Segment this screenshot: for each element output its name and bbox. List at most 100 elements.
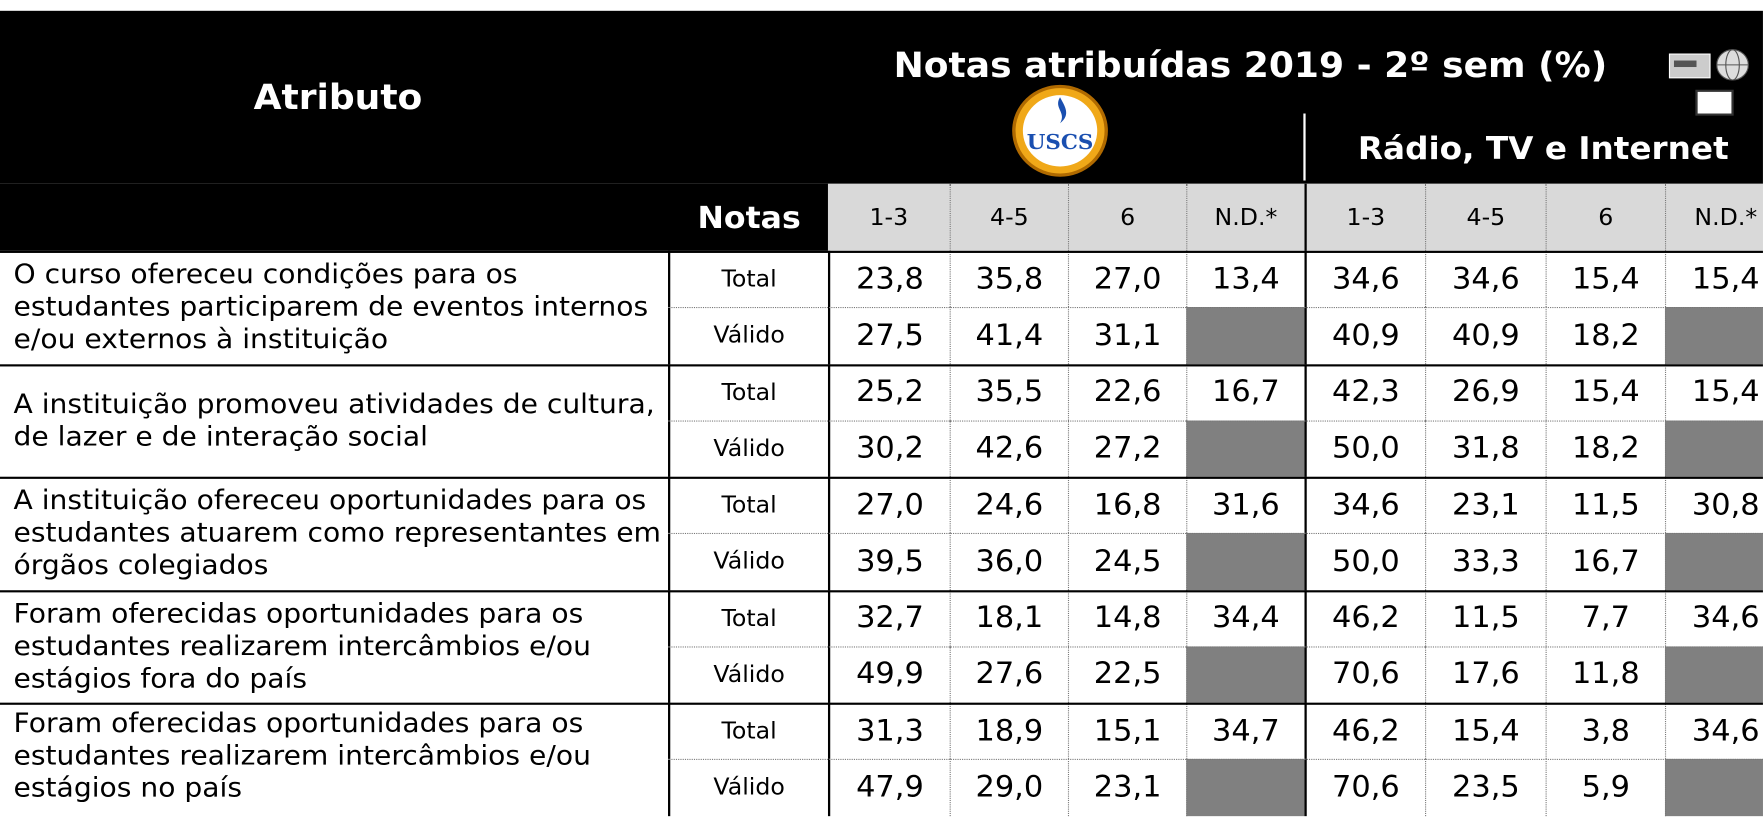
row-divider [668, 759, 1763, 761]
empty-cell [1664, 646, 1763, 703]
row-divider [668, 420, 1763, 422]
value-cell: 39,5 [827, 533, 950, 590]
value-cell: 15,4 [1425, 702, 1546, 760]
value-cell: 33,3 [1425, 533, 1546, 590]
value-cell: 30,8 [1664, 476, 1763, 534]
value-cell: 18,2 [1545, 307, 1665, 364]
value-cell: 32,7 [827, 589, 950, 647]
value-cell: 16,7 [1545, 533, 1665, 590]
value-cell: 18,1 [949, 589, 1068, 647]
row-label: Válido [668, 533, 828, 590]
value-cell: 34,6 [1304, 476, 1425, 534]
value-cell: 15,4 [1664, 363, 1763, 421]
value-cell: 16,7 [1186, 363, 1304, 421]
column-header: 6 [1545, 183, 1665, 251]
empty-cell [1664, 533, 1763, 590]
empty-cell [1186, 420, 1305, 477]
value-cell: 47,9 [827, 759, 950, 816]
column-header: 4-5 [1425, 183, 1546, 251]
value-cell: 35,5 [949, 363, 1068, 421]
divider [1303, 113, 1306, 181]
value-cell: 34,7 [1186, 702, 1304, 760]
value-cell: 40,9 [1425, 307, 1546, 364]
row-label: Total [668, 250, 828, 308]
value-cell: 35,8 [949, 250, 1068, 308]
row-label: Válido [668, 307, 828, 364]
value-cell: 41,4 [949, 307, 1068, 364]
header-band [0, 10, 1763, 184]
value-cell: 40,9 [1304, 307, 1425, 364]
value-cell: 23,1 [1425, 476, 1546, 534]
value-cell: 11,8 [1545, 646, 1665, 703]
empty-cell [1186, 533, 1305, 590]
value-cell: 50,0 [1304, 533, 1425, 590]
empty-cell [1186, 307, 1305, 364]
value-cell: 27,2 [1067, 420, 1186, 477]
group-divider [0, 476, 1763, 479]
attribute: O curso ofereceu condições para os estud… [13, 258, 649, 355]
row-label: Total [668, 589, 828, 647]
value-cell: 46,2 [1304, 702, 1425, 760]
value-cell: 49,9 [827, 646, 950, 703]
uscs-logo: USCS [1012, 84, 1108, 177]
value-cell: 3,8 [1545, 702, 1665, 760]
value-cell: 11,5 [1425, 589, 1546, 647]
value-cell: 31,6 [1186, 476, 1304, 534]
column-header: 1-3 [1304, 183, 1426, 251]
attribute-header: Atributo [253, 76, 423, 118]
value-cell: 46,2 [1304, 589, 1425, 647]
empty-cell [1664, 759, 1763, 816]
logo-text: USCS [1027, 130, 1094, 154]
value-cell: 50,0 [1304, 420, 1425, 477]
value-cell: 16,8 [1067, 476, 1186, 534]
value-cell: 18,9 [949, 702, 1068, 760]
row-label: Total [668, 363, 828, 421]
column-header: 6 [1067, 183, 1187, 251]
value-cell: 22,5 [1067, 646, 1186, 703]
header-band [0, 183, 828, 251]
row-label: Válido [668, 420, 828, 477]
value-cell: 7,7 [1545, 589, 1665, 647]
value-cell: 23,1 [1067, 759, 1186, 816]
value-cell: 36,0 [949, 533, 1068, 590]
value-cell: 25,2 [827, 363, 950, 421]
attribute: A instituição ofereceu oportunidades par… [13, 484, 662, 581]
row-label: Válido [668, 759, 828, 816]
row-label: Total [668, 476, 828, 534]
value-cell: 5,9 [1545, 759, 1665, 816]
value-cell: 70,6 [1304, 646, 1425, 703]
notas-header: Notas [697, 199, 801, 236]
empty-cell [1186, 759, 1305, 816]
row-divider [668, 533, 1763, 535]
value-cell: 15,4 [1545, 363, 1665, 421]
attribute: A instituição promoveu atividades de cul… [13, 387, 655, 452]
value-cell: 34,6 [1664, 702, 1763, 760]
column-header: 1-3 [827, 183, 950, 251]
column-header: N.D.* [1186, 183, 1305, 251]
group-divider [0, 250, 1763, 253]
value-cell: 34,6 [1304, 250, 1425, 308]
value-cell: 27,5 [827, 307, 950, 364]
empty-cell [1664, 420, 1763, 477]
row-label: Total [668, 702, 828, 760]
value-cell: 18,2 [1545, 420, 1665, 477]
value-cell: 22,6 [1067, 363, 1186, 421]
value-cell: 34,6 [1425, 250, 1546, 308]
empty-cell [1186, 646, 1305, 703]
value-cell: 34,6 [1664, 589, 1763, 647]
row-label: Válido [668, 646, 828, 703]
group-divider [0, 702, 1763, 705]
row-divider [668, 307, 1763, 309]
value-cell: 26,9 [1425, 363, 1546, 421]
media-icons [1668, 49, 1749, 116]
title: Notas atribuídas 2019 - 2º sem (%) [893, 44, 1608, 86]
value-cell: 42,6 [949, 420, 1068, 477]
group-divider [0, 363, 1763, 366]
value-cell: 11,5 [1545, 476, 1665, 534]
value-cell: 29,0 [949, 759, 1068, 816]
value-cell: 31,1 [1067, 307, 1186, 364]
value-cell: 14,8 [1067, 589, 1186, 647]
group-divider [0, 589, 1763, 592]
value-cell: 13,4 [1186, 250, 1304, 308]
